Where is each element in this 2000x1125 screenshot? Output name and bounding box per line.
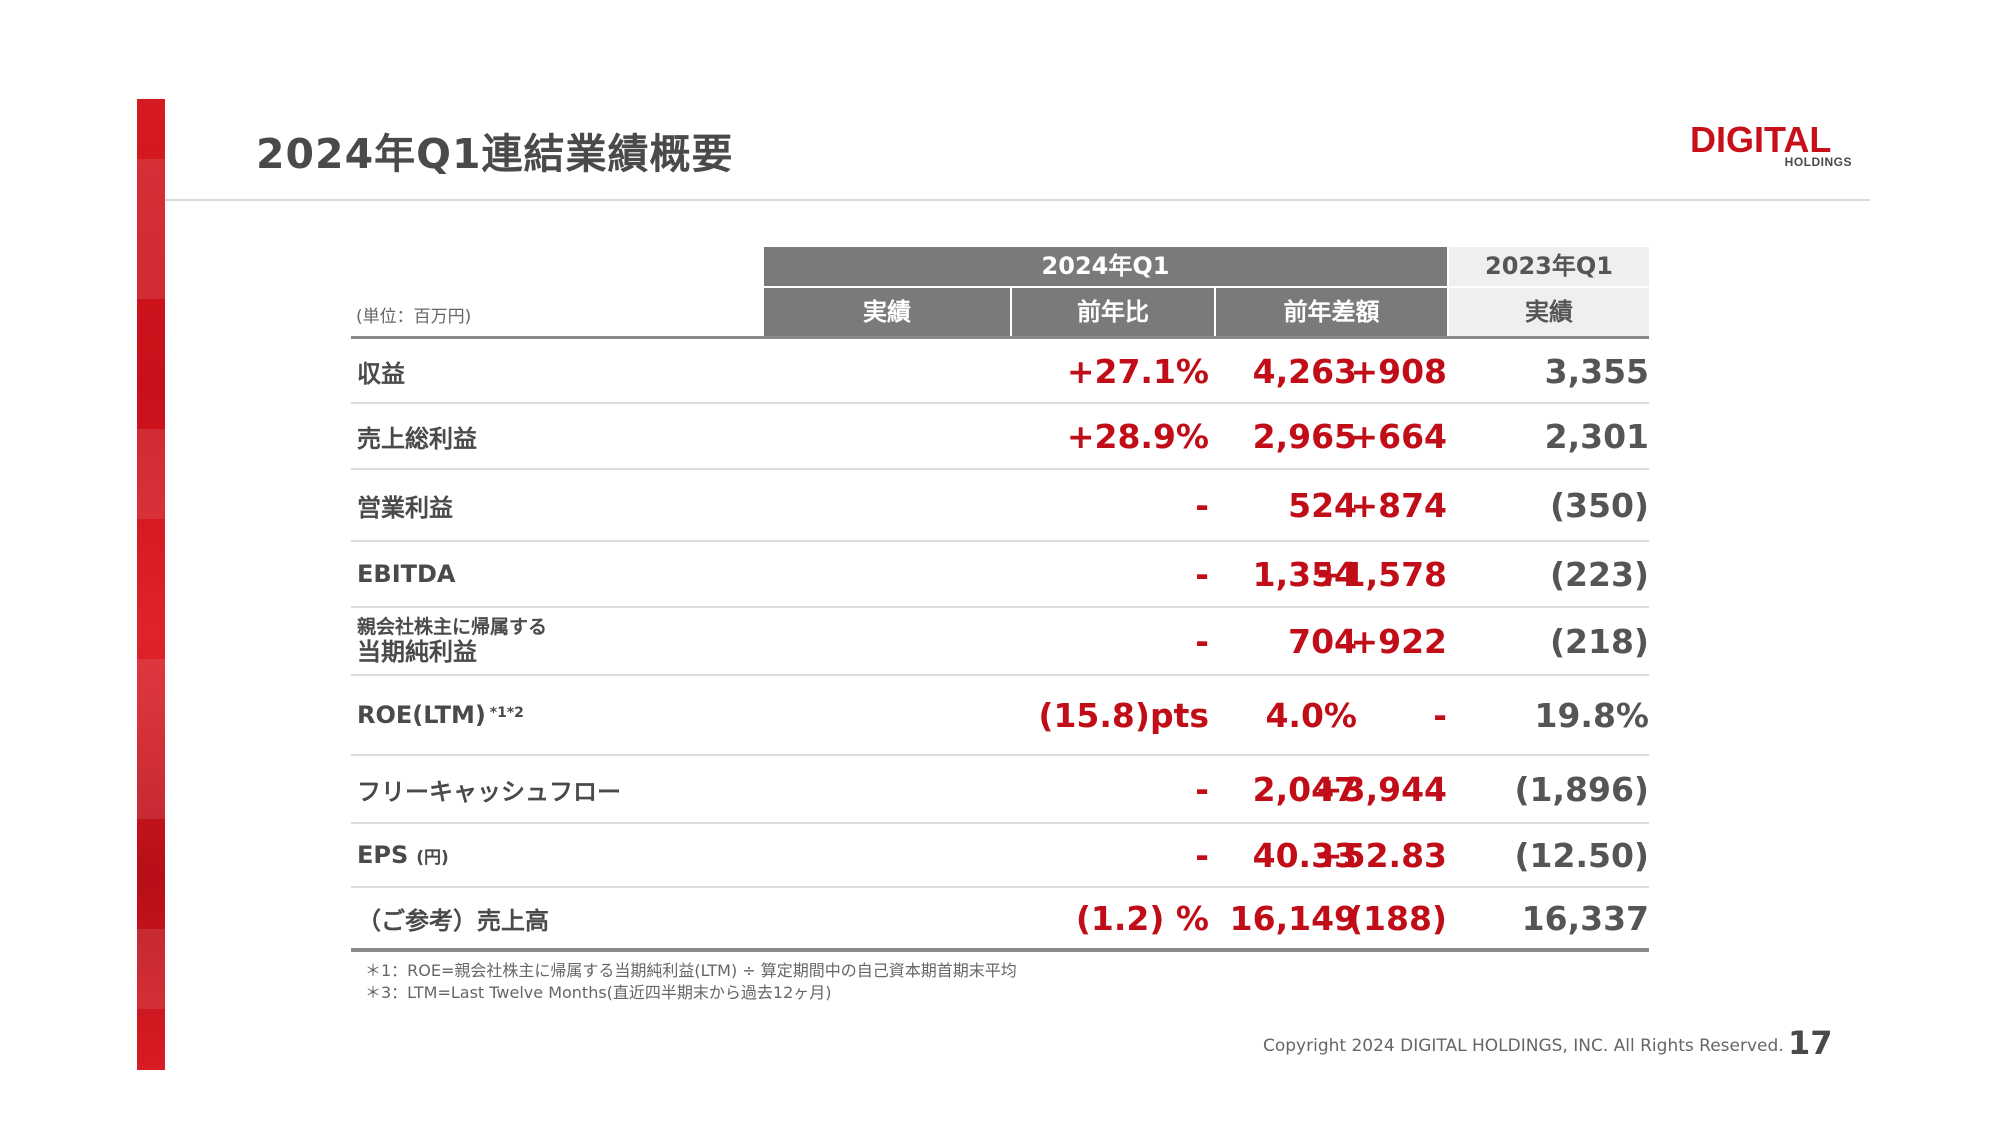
header-col-actual: 実績 xyxy=(764,288,1010,336)
cell-yoy: +27.1% xyxy=(1066,351,1209,391)
cell-yoy: (1.2) % xyxy=(1075,898,1209,938)
cell-actual: 704 xyxy=(1288,621,1357,661)
row-label: EPS (円) xyxy=(357,824,449,886)
cell-yoy: (15.8)pts xyxy=(1038,695,1209,735)
cell-actual: 16,149 xyxy=(1229,898,1357,938)
cell-actual: 40.33 xyxy=(1252,835,1357,875)
title-divider xyxy=(165,199,1870,201)
page-number: 17 xyxy=(1788,1024,1833,1062)
logo-sub-text: HOLDINGS xyxy=(1784,155,1852,169)
cell-yoy: - xyxy=(1195,485,1209,525)
row-divider xyxy=(351,540,1649,542)
row-divider xyxy=(351,754,1649,756)
cell-actual: 524 xyxy=(1288,485,1357,525)
row-divider xyxy=(351,468,1649,470)
row-label: 営業利益 xyxy=(357,493,453,522)
header-group-current: 2024年Q1 xyxy=(764,247,1447,286)
row-label-line2: 当期純利益 xyxy=(357,638,477,666)
header-col-diff: 前年差額 xyxy=(1216,288,1447,336)
logo-main-text: DIGITAL xyxy=(1690,119,1832,160)
header-col-prev-actual: 実績 xyxy=(1449,288,1649,336)
cell-diff: +52.83 xyxy=(1314,835,1447,875)
footnote: ＊3：LTM=Last Twelve Months(直近四半期末から過去12ヶ月… xyxy=(365,983,832,1002)
cell-diff: +3,944 xyxy=(1314,769,1447,809)
cell-prev: 3,355 xyxy=(1544,351,1649,391)
table-row: 親会社株主に帰属する 当期純利益 704 - +922 (218) xyxy=(351,608,1649,674)
table-row: 売上総利益 2,965 +28.9% +664 2,301 xyxy=(351,404,1649,468)
cell-actual: 2,047 xyxy=(1252,769,1357,809)
cell-yoy: +28.9% xyxy=(1066,416,1209,456)
cell-diff: +908 xyxy=(1350,351,1447,391)
row-label: 親会社株主に帰属する 当期純利益 xyxy=(357,608,547,674)
cell-diff: +874 xyxy=(1350,485,1447,525)
cell-prev: (218) xyxy=(1549,621,1649,661)
row-divider xyxy=(351,674,1649,676)
accent-bar xyxy=(137,99,165,1070)
table-row: 営業利益 524 - +874 (350) xyxy=(351,470,1649,540)
row-label-text: EPS xyxy=(357,841,409,869)
table-bottom-rule xyxy=(351,948,1649,952)
row-label-line1: 親会社株主に帰属する xyxy=(357,616,548,638)
cell-actual: 2,965 xyxy=(1252,416,1357,456)
table-row: （ご参考）売上高 16,149 (1.2) % (188) 16,337 xyxy=(351,888,1649,948)
cell-prev: (1,896) xyxy=(1514,769,1649,809)
cell-diff: +1,578 xyxy=(1314,554,1447,594)
cell-prev: (223) xyxy=(1549,554,1649,594)
table-row: EBITDA 1,354 - +1,578 (223) xyxy=(351,542,1649,606)
cell-yoy: - xyxy=(1195,835,1209,875)
cell-actual: 1,354 xyxy=(1252,554,1357,594)
cell-diff: +922 xyxy=(1350,621,1447,661)
cell-yoy: - xyxy=(1195,769,1209,809)
cell-diff: +664 xyxy=(1350,416,1447,456)
row-label-text: ROE(LTM) xyxy=(357,701,486,729)
row-divider xyxy=(351,402,1649,404)
cell-prev: (12.50) xyxy=(1514,835,1649,875)
row-label: EBITDA xyxy=(357,560,456,588)
cell-prev: (350) xyxy=(1549,485,1649,525)
cell-actual: 4.0% xyxy=(1265,695,1357,735)
cell-diff: (188) xyxy=(1347,898,1447,938)
table-row: EPS (円) 40.33 - +52.83 (12.50) xyxy=(351,824,1649,886)
table-row: フリーキャッシュフロー 2,047 - +3,944 (1,896) xyxy=(351,756,1649,822)
cell-yoy: - xyxy=(1195,621,1209,661)
header-group-previous: 2023年Q1 xyxy=(1449,247,1649,286)
row-label: （ご参考）売上高 xyxy=(357,906,549,935)
row-label: 売上総利益 xyxy=(357,424,477,453)
unit-note: (単位：百万円) xyxy=(356,307,472,327)
row-divider xyxy=(351,606,1649,608)
row-label-footnote-ref: *1*2 xyxy=(489,705,524,721)
row-label: 収益 xyxy=(357,359,405,388)
cell-yoy: - xyxy=(1195,554,1209,594)
cell-prev: 19.8% xyxy=(1534,695,1650,735)
company-logo: DIGITAL HOLDINGS xyxy=(1690,120,1852,172)
row-label: フリーキャッシュフロー xyxy=(357,777,621,806)
table-row: ROE(LTM) *1*2 4.0% (15.8)pts - 19.8% xyxy=(351,676,1649,754)
cell-diff: - xyxy=(1433,695,1447,735)
table-top-rule xyxy=(351,336,1649,339)
row-label: ROE(LTM) *1*2 xyxy=(357,676,524,754)
copyright: Copyright 2024 DIGITAL HOLDINGS, INC. Al… xyxy=(1263,1036,1784,1056)
row-label-unit: (円) xyxy=(416,847,449,868)
header-col-yoy: 前年比 xyxy=(1012,288,1214,336)
cell-prev: 16,337 xyxy=(1521,898,1649,938)
table-row: 収益 4,263 +27.1% +908 3,355 xyxy=(351,340,1649,402)
cell-prev: 2,301 xyxy=(1544,416,1649,456)
row-divider xyxy=(351,886,1649,888)
cell-actual: 4,263 xyxy=(1252,351,1357,391)
row-divider xyxy=(351,822,1649,824)
footnote: ＊1：ROE=親会社株主に帰属する当期純利益(LTM) ÷ 算定期間中の自己資本… xyxy=(365,961,1017,980)
page-title: 2024年Q1連結業績概要 xyxy=(256,130,734,178)
